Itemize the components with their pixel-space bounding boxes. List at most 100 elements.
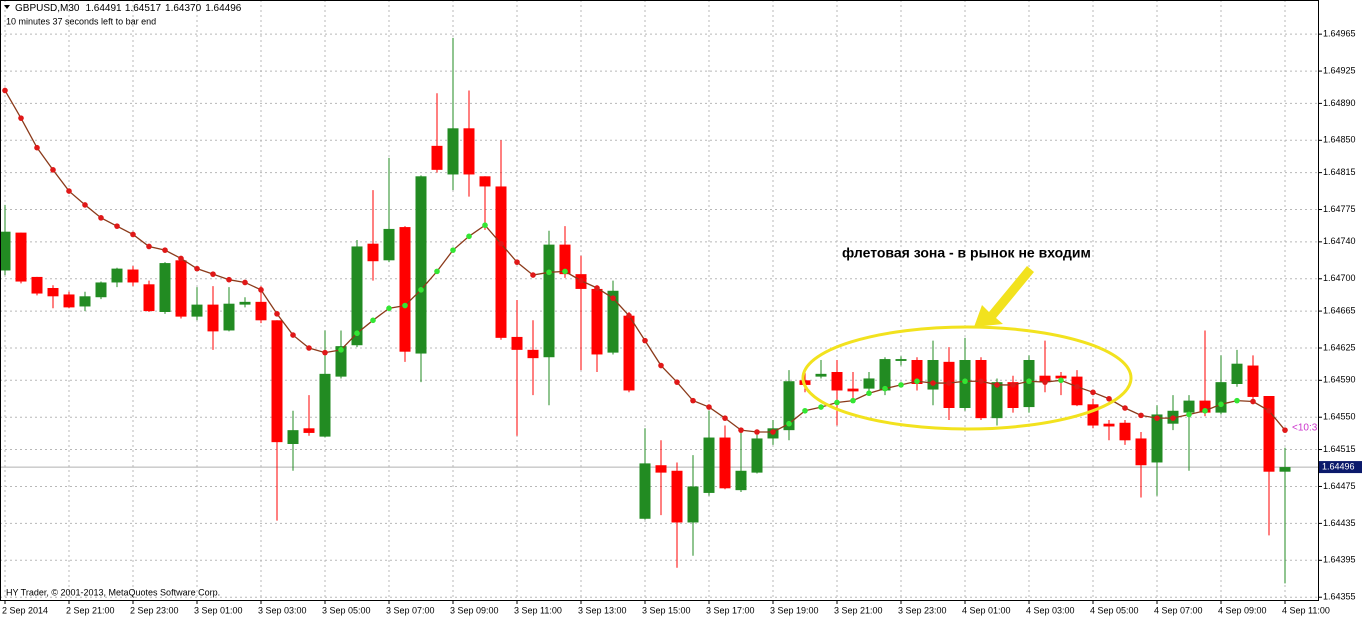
y-tick-label: 1.64965 [1323,29,1356,39]
candle-body [1055,375,1067,379]
candle-body [271,320,283,443]
y-tick-label: 1.64665 [1323,305,1356,315]
candle-body [1199,400,1211,413]
moving-average-dot [962,378,968,385]
moving-average-dot [354,330,360,337]
candle-body [1103,423,1115,427]
candle-body [735,470,747,491]
x-tick-label: 3 Sep 23:00 [898,605,947,615]
candle-body [559,244,571,275]
candle-body [1151,414,1163,463]
x-tick-label: 3 Sep 13:00 [578,605,627,615]
moving-average-dot [466,233,472,240]
moving-average-dot [1234,397,1240,404]
candle-body [1087,404,1099,426]
annotation: флетовая зона - в рынок не входим [842,245,1091,261]
moving-average-dot [258,287,264,293]
y-tick-label: 1.64355 [1323,592,1356,602]
candle-body [239,301,251,305]
moving-average-dot [1106,395,1112,402]
x-tick-label: 2 Sep 23:00 [130,605,179,615]
plot-layer [0,0,1322,604]
candle-body [1231,363,1243,384]
moving-average-dot [1266,407,1272,414]
candle-body [287,430,299,444]
moving-average-dot [514,259,520,265]
y-tick-label: 1.64625 [1323,342,1356,352]
candle-body [831,372,843,391]
moving-average-dot [50,167,56,173]
candle-body [495,186,507,338]
candle-body [927,360,939,390]
candle-body [895,359,907,361]
moving-average-dot [994,382,1000,388]
x-tick-label: 4 Sep 07:00 [1154,605,1203,615]
moving-average-dot [98,215,104,221]
moving-average-dot [1026,378,1032,385]
candle-body [175,260,187,317]
candle-body [207,304,219,332]
overlay: флетовая зона - в рынок не входим GBPUSD… [2,3,1362,615]
x-tick-label: 4 Sep 11:00 [1282,605,1330,615]
candle-body [591,288,603,355]
y-tick-label: 1.64435 [1323,518,1356,528]
moving-average-dot [530,272,536,278]
candle-body [655,465,667,473]
moving-average-dot [866,390,872,397]
candle-body [1039,375,1051,383]
moving-average-dot [690,397,696,404]
candle-body [479,176,491,187]
moving-average-dot [978,378,984,385]
y-tick-label: 1.64590 [1323,375,1356,385]
candle-body [319,373,331,437]
candle-body [975,360,987,419]
y-tick-label: 1.64515 [1323,444,1356,454]
candle-body [367,243,379,262]
candle-body [527,349,539,359]
candle-body [431,145,443,170]
x-tick-label: 4 Sep 03:00 [1026,605,1075,615]
moving-average-dot [1282,427,1288,433]
moving-average-dot [738,427,744,433]
header: GBPUSD,M30 1.64491 1.64517 1.64370 1.64496 [15,3,242,14]
x-tick-label: 3 Sep 01:00 [194,605,243,615]
moving-average-dot [178,255,184,262]
candle-body [111,268,123,283]
y-tick-label: 1.64395 [1323,555,1356,565]
moving-average-dot [1090,389,1096,396]
moving-average-dot [242,279,248,286]
x-tick-label: 3 Sep 17:00 [706,605,755,615]
moving-average-dot [1186,411,1192,418]
moving-average-dot [914,378,920,385]
candle-body [623,315,635,391]
candle-body [191,304,203,317]
moving-average-dot [450,247,456,253]
moving-average-dot [130,231,136,238]
candle-body [351,246,363,346]
moving-average-dot [1122,405,1128,411]
y-tick-label: 1.64775 [1323,204,1356,214]
moving-average-dot [434,268,440,275]
bar-low: 1.64370 [165,3,202,14]
candle-body [399,227,411,352]
candle-body [1183,400,1195,413]
x-tick-label: 3 Sep 07:00 [386,605,435,615]
bar-close: 1.64496 [205,3,242,14]
x-tick-label: 3 Sep 19:00 [770,605,819,615]
candle-body [79,296,91,307]
x-tick-label: 3 Sep 15:00 [642,605,691,615]
candle-body [863,378,875,389]
moving-average-dot [898,382,904,388]
moving-average-dot [274,311,280,317]
moving-average-dot [770,429,776,435]
candle-body [127,269,139,283]
candle-body [1007,382,1019,408]
candle-body [1215,382,1227,413]
bar-open: 1.64491 [85,3,122,14]
candle-body [879,359,891,391]
moving-average-dot [402,302,408,309]
moving-average-dot [1010,382,1016,388]
moving-average-dot [562,268,568,275]
candle-body [1135,438,1147,466]
